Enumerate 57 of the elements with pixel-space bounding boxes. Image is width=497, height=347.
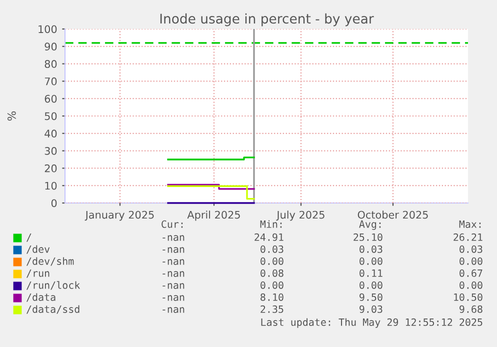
text: 25.10 — [354, 233, 382, 241]
chart-title: Inode usage in percent - by year — [160, 13, 374, 26]
y-tick-label: 40 — [44, 130, 57, 138]
text: -nan — [162, 235, 184, 241]
text: Avg: — [359, 220, 381, 230]
text: 0.03 — [260, 245, 284, 253]
text: 0.00 — [360, 257, 382, 265]
text: 0.03 — [360, 245, 382, 253]
text: 10.50 — [454, 293, 482, 301]
text: 2.35 — [260, 305, 284, 313]
text: Cur: — [162, 220, 183, 228]
text: 8.10 — [260, 293, 284, 301]
text: -nan — [162, 259, 184, 265]
y-tick-label: 60 — [44, 94, 57, 103]
text: 0.00 — [460, 257, 482, 265]
y-tick-label: 50 — [44, 112, 57, 120]
y-tick-label: 80 — [44, 60, 57, 68]
text: 24.91 — [254, 233, 284, 241]
text: 0.00 — [260, 257, 284, 265]
y-tick-label: 30 — [44, 147, 57, 155]
text: 9.03 — [360, 305, 382, 313]
text: 0.03 — [460, 245, 482, 253]
text: Last update: Thu May 29 12:55:12 2025 — [261, 318, 482, 328]
y-tick-label: 90 — [44, 42, 57, 51]
text: 9.50 — [360, 293, 382, 301]
y-tick-label: 70 — [44, 77, 57, 86]
x-tick-label: October 2025 — [358, 210, 428, 219]
legend-label: /dev — [26, 245, 50, 254]
text: -nan — [162, 247, 184, 253]
text: Min: — [260, 220, 282, 228]
legend-label: /run — [26, 269, 50, 278]
y-tick-label: 20 — [44, 164, 57, 172]
text: Max: — [459, 220, 481, 228]
legend-label: / — [26, 233, 32, 242]
x-tick-label: July 2025 — [276, 210, 324, 221]
text: 0.00 — [360, 281, 382, 289]
y-tick-label: 100 — [38, 25, 57, 34]
legend-label: /dev/shm — [26, 257, 74, 266]
text: 0.67 — [460, 269, 482, 277]
legend-label: /run/lock — [26, 281, 80, 290]
text: 0.00 — [460, 281, 482, 289]
text: -nan — [162, 271, 184, 277]
text: 9.68 — [460, 305, 482, 313]
y-tick-label: 10 — [45, 182, 57, 190]
text: 0.11 — [360, 269, 382, 277]
legend-label: /data — [26, 293, 56, 302]
text: 26.21 — [454, 233, 482, 241]
text: -nan — [162, 283, 184, 289]
x-tick-label: January 2025 — [84, 210, 154, 221]
x-tick-label: April 2025 — [187, 210, 240, 221]
text: -nan — [162, 295, 184, 301]
text: 0.00 — [260, 281, 284, 289]
legend-label: /data/ssd — [26, 305, 80, 314]
y-axis-title: % — [7, 111, 16, 121]
text: 0.08 — [260, 269, 284, 277]
y-tick-label: 0 — [51, 199, 57, 208]
text: -nan — [162, 307, 184, 313]
